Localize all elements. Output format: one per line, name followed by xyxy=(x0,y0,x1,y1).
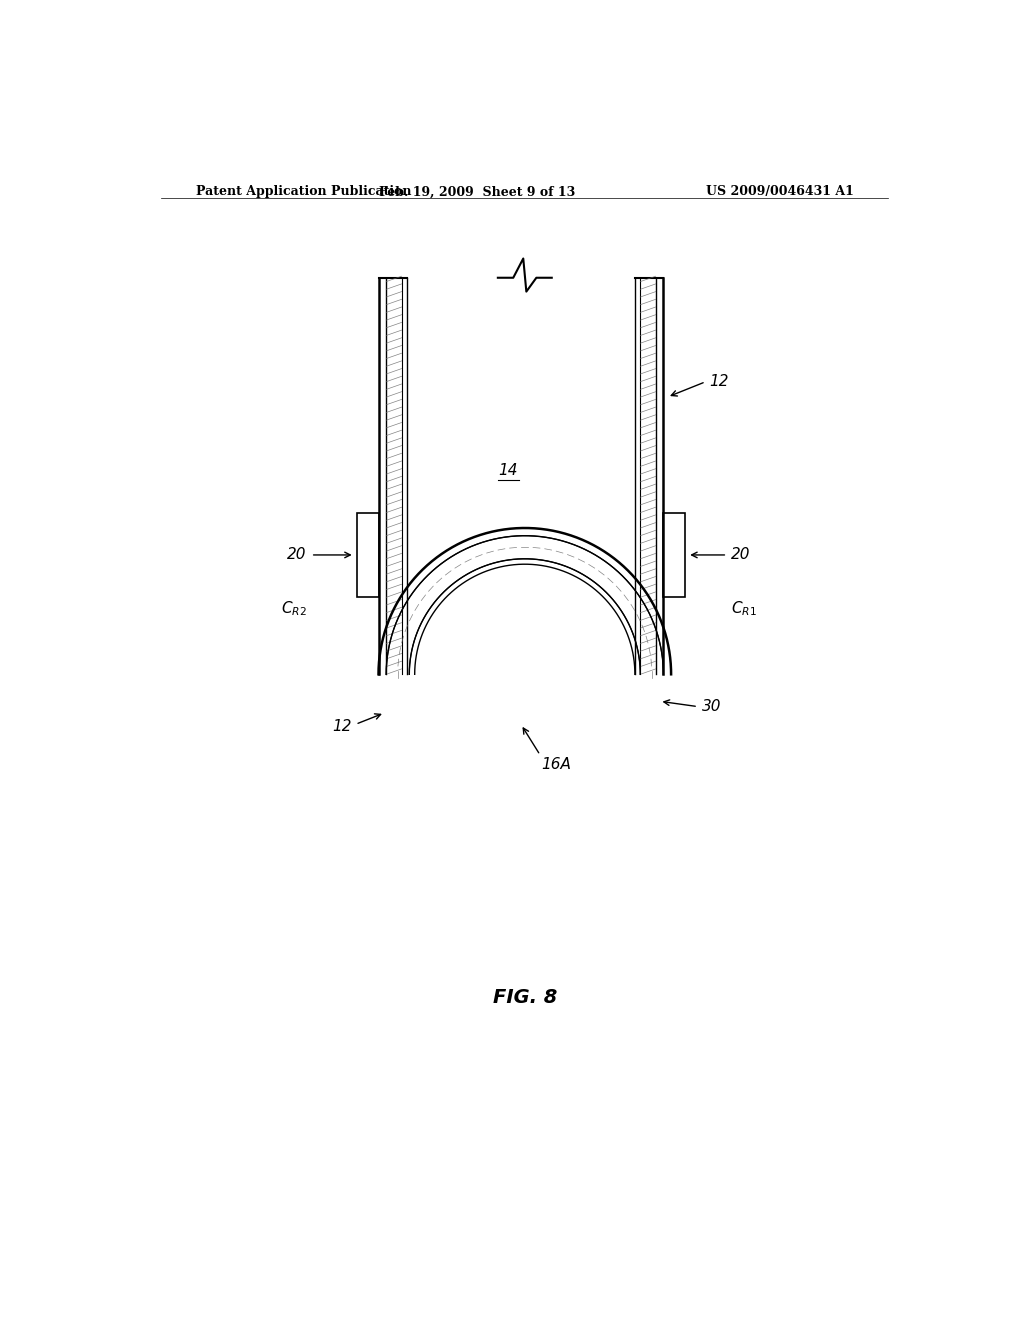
Text: 12: 12 xyxy=(710,374,729,389)
Text: 16A: 16A xyxy=(542,758,571,772)
Text: 30: 30 xyxy=(701,700,721,714)
Text: 20: 20 xyxy=(731,548,751,562)
Bar xyxy=(664,512,685,598)
Bar xyxy=(357,512,379,598)
Text: 20: 20 xyxy=(288,548,307,562)
Text: Patent Application Publication: Patent Application Publication xyxy=(196,185,412,198)
Text: 14: 14 xyxy=(498,463,517,478)
Text: FIG. 8: FIG. 8 xyxy=(493,989,557,1007)
Text: 12: 12 xyxy=(332,719,351,734)
Text: US 2009/0046431 A1: US 2009/0046431 A1 xyxy=(707,185,854,198)
Text: $C_{R2}$: $C_{R2}$ xyxy=(282,599,307,618)
Text: $C_{R1}$: $C_{R1}$ xyxy=(731,599,757,618)
Text: Feb. 19, 2009  Sheet 9 of 13: Feb. 19, 2009 Sheet 9 of 13 xyxy=(379,185,575,198)
